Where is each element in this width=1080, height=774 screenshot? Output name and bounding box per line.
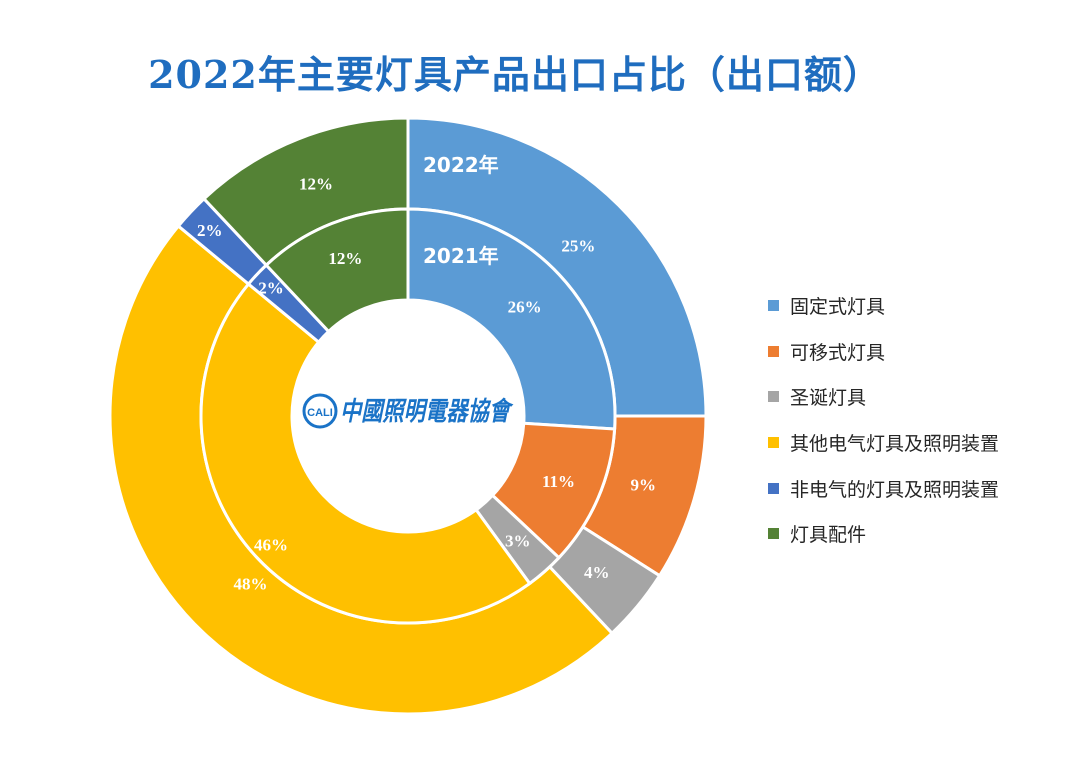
legend-label: 可移式灯具 bbox=[790, 341, 886, 364]
data-label-2021-2: 3% bbox=[505, 532, 531, 551]
cali-logo: CALI 中國照明電器協會 bbox=[302, 393, 514, 429]
chart-slices bbox=[108, 116, 708, 716]
data-label-2022-4: 2% bbox=[197, 221, 223, 240]
outer-ring-label: 2022年 bbox=[423, 153, 499, 177]
inner-ring-label: 2021年 bbox=[423, 244, 499, 268]
legend-label: 其他电气灯具及照明装置 bbox=[790, 433, 1000, 456]
legend-swatch bbox=[768, 300, 779, 312]
legend-label: 非电气的灯具及照明装置 bbox=[790, 478, 1000, 501]
legend-item: 固定式灯具 bbox=[768, 283, 999, 329]
data-label-2022-0: 25% bbox=[561, 237, 595, 256]
legend-label: 固定式灯具 bbox=[790, 296, 886, 319]
data-label-2021-3: 46% bbox=[254, 536, 288, 555]
data-label-2021-1: 11% bbox=[542, 472, 575, 491]
data-label-2022-2: 4% bbox=[584, 563, 610, 582]
data-label-2021-4: 2% bbox=[258, 278, 284, 297]
chart-labels: 25% 9% 4% 48% 2% 12% 26% 11% 3% 46% 2% 12% bbox=[197, 175, 656, 594]
legend: 固定式灯具可移式灯具圣诞灯具其他电气灯具及照明装置 非电气的灯具及照明装置 灯具配件 bbox=[768, 283, 999, 557]
legend-item: 可移式灯具 bbox=[768, 329, 999, 375]
logo-text: 中國照明電器協會 bbox=[340, 397, 514, 427]
chart-title: 2022年主要灯具产品出口占比（出口额） bbox=[148, 52, 882, 97]
logo-mark-text: CALI bbox=[307, 407, 333, 419]
slice-2021-5 bbox=[264, 207, 410, 334]
legend-swatch bbox=[768, 345, 779, 357]
data-label-2022-5: 12% bbox=[299, 175, 333, 194]
legend-swatch bbox=[768, 528, 779, 540]
logo-mark-icon bbox=[302, 393, 338, 429]
legend-item: 圣诞灯具 bbox=[768, 374, 999, 420]
legend-item: 灯具配件 bbox=[768, 511, 999, 557]
data-label-2022-3: 48% bbox=[234, 575, 268, 594]
slice-2021-3 bbox=[199, 281, 532, 625]
legend-swatch bbox=[768, 482, 779, 494]
data-label-2021-5: 12% bbox=[328, 249, 362, 268]
legend-swatch bbox=[768, 437, 779, 449]
legend-item: 非电气的灯具及照明装置 bbox=[768, 465, 999, 511]
legend-item: 其他电气灯具及照明装置 bbox=[768, 420, 999, 466]
slice-2021-0 bbox=[406, 207, 617, 431]
data-label-2022-1: 9% bbox=[631, 475, 657, 494]
legend-label: 灯具配件 bbox=[790, 524, 867, 547]
legend-swatch bbox=[768, 391, 779, 403]
legend-label: 圣诞灯具 bbox=[790, 387, 867, 410]
data-label-2021-0: 26% bbox=[508, 297, 542, 316]
